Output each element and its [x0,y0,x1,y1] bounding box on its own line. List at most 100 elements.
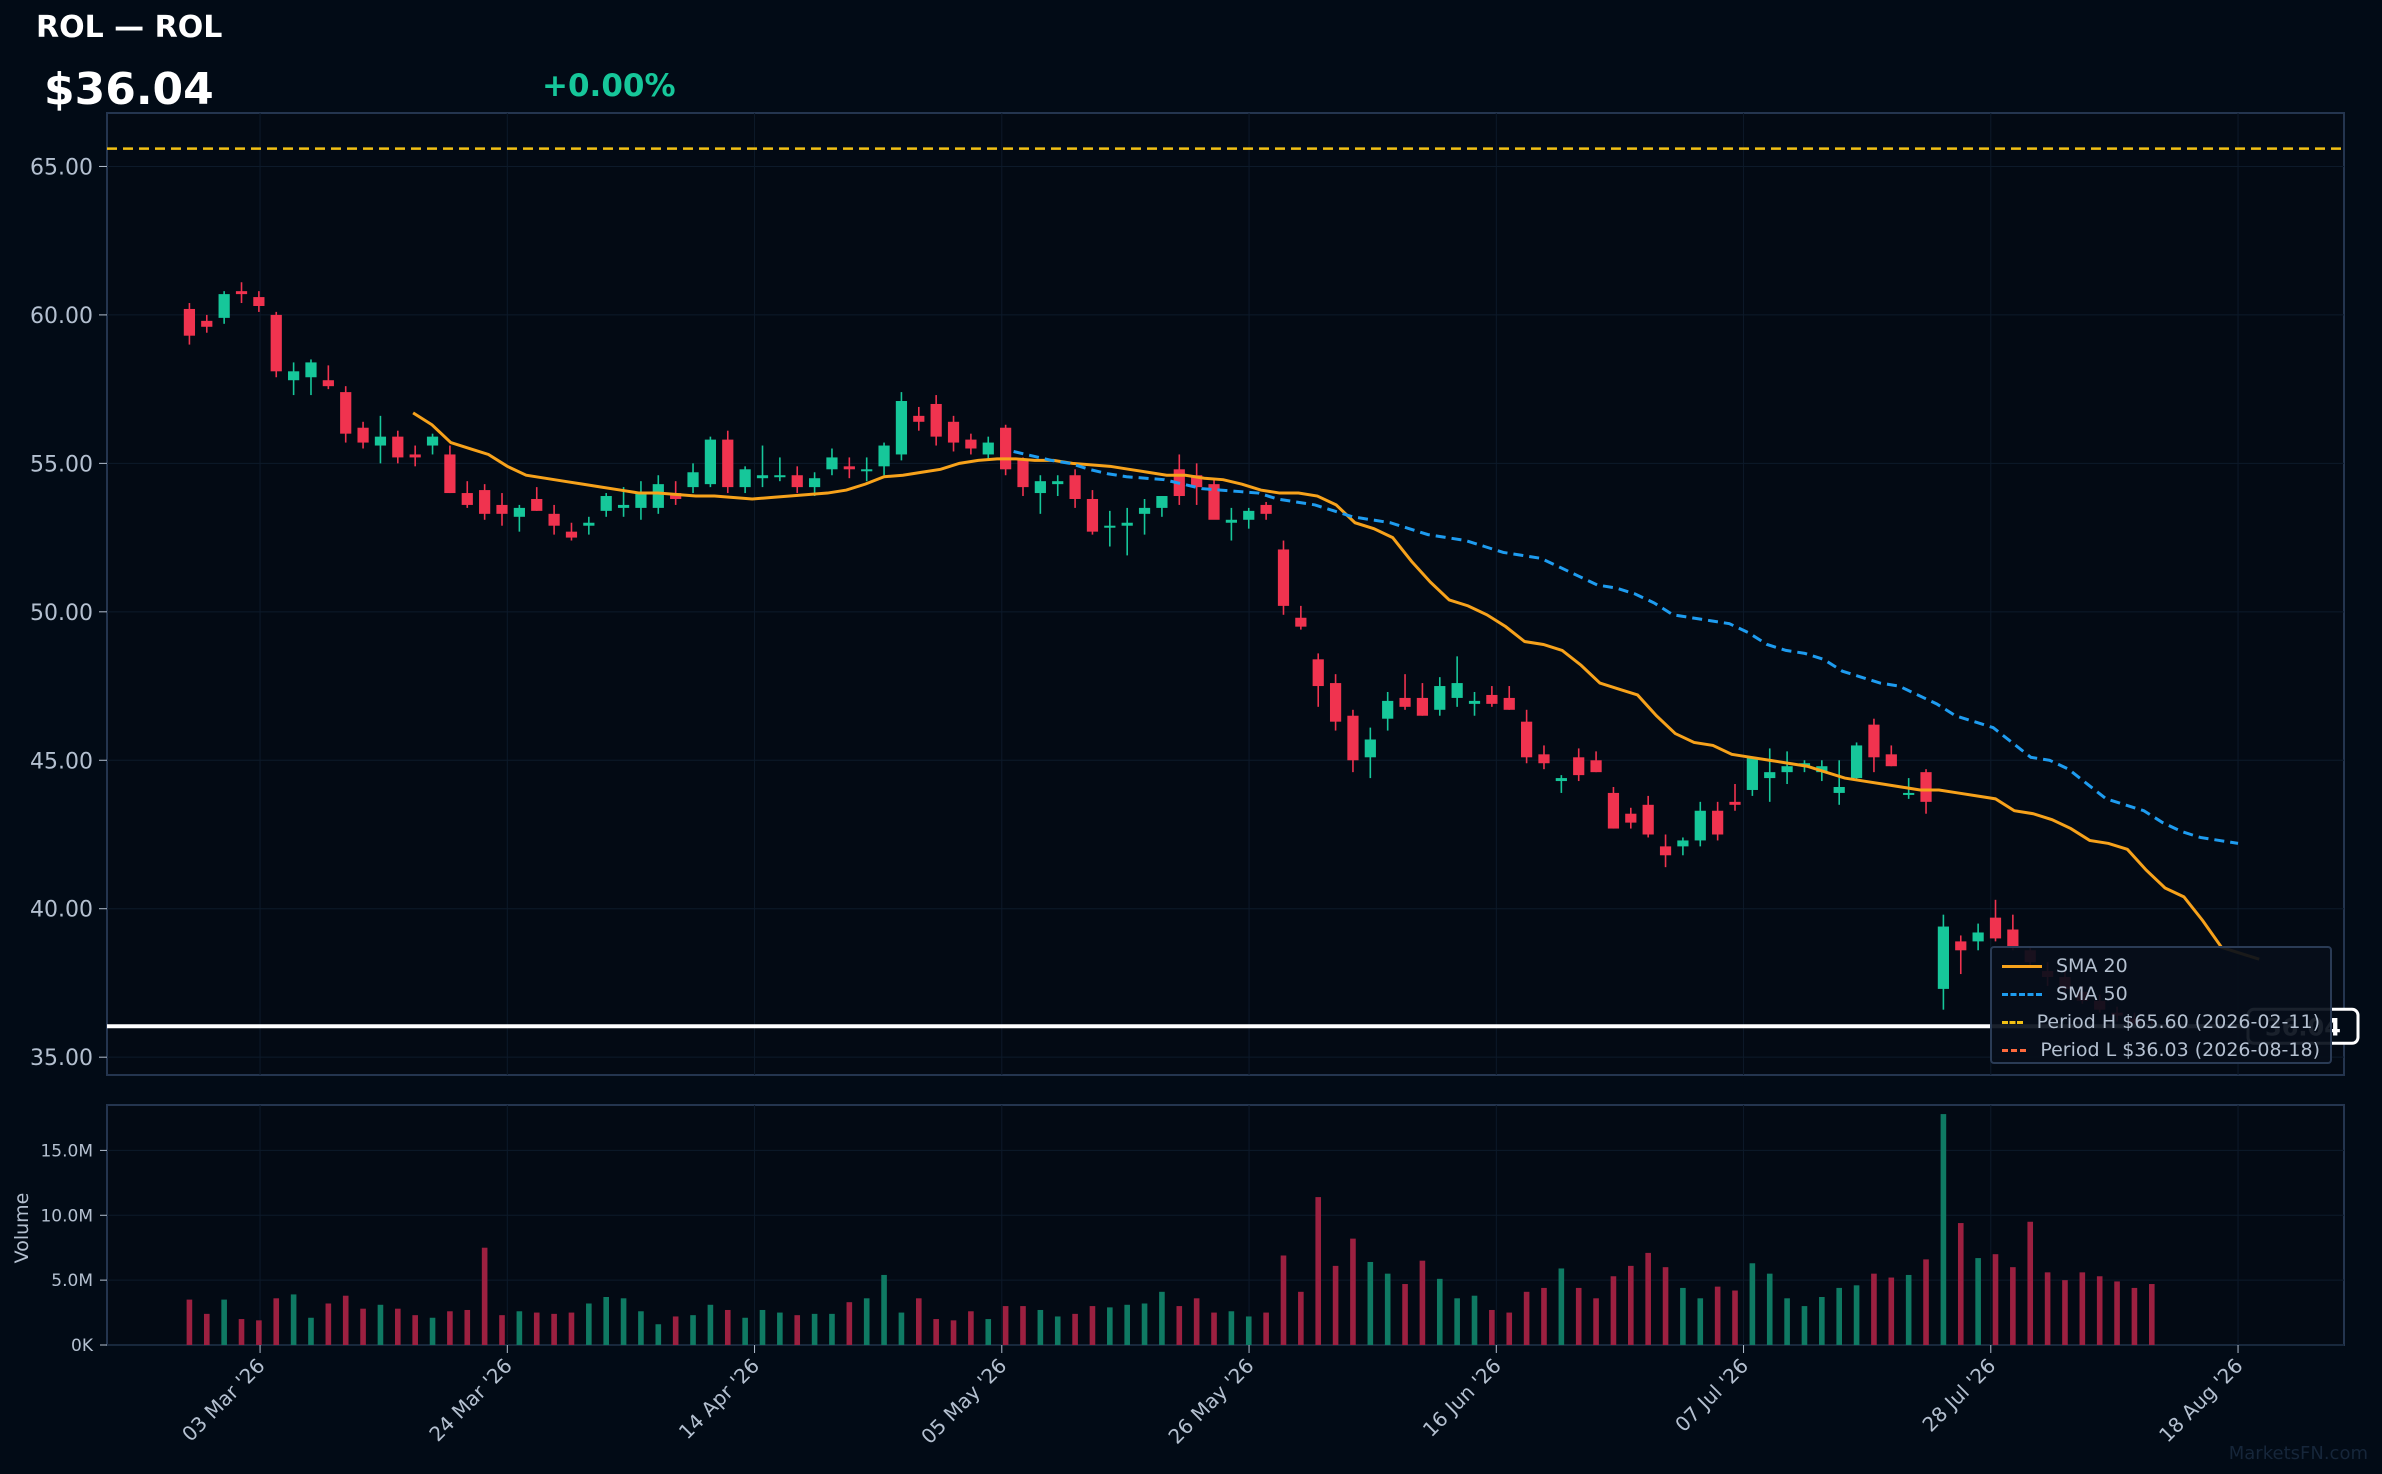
candle-body [235,291,248,295]
volume-bar [1072,1313,1078,1345]
candle-body [1138,507,1151,514]
volume-bar [655,1324,662,1345]
volume-bar [238,1319,245,1345]
candle-body [1625,813,1637,823]
candle-body [340,392,352,434]
candle-body [288,371,300,381]
legend-swatch [2002,1048,2027,1052]
volume-bar [811,1313,818,1345]
candle-body [947,421,960,443]
volume-bar [1002,1306,1009,1345]
candle-body [270,314,282,372]
volume-panel [106,1104,2345,1346]
volume-bar [447,1311,453,1345]
volume-bar [395,1308,401,1345]
candle-body [1086,498,1099,532]
candle-body [201,320,213,327]
date-tick-label: 28 Jul '26 [1917,1354,2000,1437]
price-change: +0.00% [542,68,676,104]
volume-tick-label: 0K [71,1336,94,1356]
candle-body [1382,700,1394,719]
legend-swatch [2002,1020,2023,1024]
price-tick-label: 50.00 [30,601,93,626]
candle-body [1868,724,1880,758]
candle-body [704,439,717,485]
moving-average-lines [412,411,2260,961]
volume-bar [412,1315,418,1345]
candle-body [218,294,230,318]
volume-bar [1454,1298,1460,1345]
volume-bar [863,1298,870,1345]
volume-bar [1280,1255,1287,1345]
candle-body [1468,700,1481,704]
volume-bar [186,1299,193,1345]
candle-body [1920,772,1932,802]
volume-bar [1523,1291,1530,1345]
candle-body [513,507,525,517]
price-tick-label: 35.00 [30,1046,93,1071]
current-price: $36.04 [44,64,214,115]
volume-bar [1732,1290,1738,1345]
candle-body [565,531,578,538]
date-tick-label: 18 Aug '26 [2154,1354,2247,1447]
candle-body [1312,659,1324,687]
volume-bar [568,1312,575,1345]
volume-bar [1541,1287,1547,1345]
volume-bar [1575,1287,1582,1345]
date-tick-label: 14 Apr '26 [674,1354,764,1444]
candle-body [374,436,387,446]
volume-bar [950,1320,957,1345]
volume-bar [516,1311,523,1345]
volume-bar [481,1247,488,1345]
candle-body [461,493,473,505]
volume-bar [1020,1306,1026,1345]
candle-body [1104,525,1116,528]
volume-axis-label: Volume [11,1193,33,1264]
volume-bar [777,1312,783,1345]
volume-bar [308,1317,314,1345]
price-tick-label: 40.00 [30,898,93,923]
candle-body [1816,766,1828,773]
date-tick-label: 24 Mar '26 [424,1354,517,1447]
candle-body [1260,504,1272,514]
volume-bar [221,1299,227,1345]
candle-body [392,436,404,458]
legend-label: Period L $36.03 (2026-08-18) [2040,1039,2320,1061]
grid-lines [107,113,2344,1346]
date-tick-label: 05 May '26 [916,1354,1011,1449]
volume-bar [290,1294,297,1345]
candle-body [791,475,803,488]
candle-body [1955,941,1967,951]
candle-body [1729,801,1741,805]
volume-bar [1193,1298,1200,1345]
volume-bar [1332,1265,1339,1345]
candle-body [756,475,769,479]
watermark: MarketsFN.com [2228,1443,2368,1464]
candle-body [1329,683,1342,722]
volume-bar [1228,1311,1235,1345]
volume-bar [638,1311,644,1345]
candle-body [1277,549,1290,606]
candle-body [444,454,456,494]
volume-bar [1124,1304,1130,1345]
volume-bar [2096,1276,2103,1345]
volume-bar [1471,1295,1478,1345]
candle-body [583,522,595,526]
volume-bar [2027,1221,2034,1345]
candle-body [1521,721,1533,758]
volume-bar [1315,1197,1322,1345]
volume-bar [1245,1316,1252,1345]
candle-body [357,427,369,443]
volume-bar [846,1302,853,1345]
volume-bar [1558,1268,1565,1345]
volume-bar [1506,1312,1513,1345]
volume-bar [342,1295,349,1345]
volume-bar [1436,1278,1443,1345]
price-tick-label: 65.00 [30,155,93,180]
candle-body [531,498,543,511]
volume-bar [325,1303,332,1345]
candle-body [426,436,439,446]
price-tick-label: 45.00 [30,749,93,774]
volume-bar [203,1313,210,1345]
